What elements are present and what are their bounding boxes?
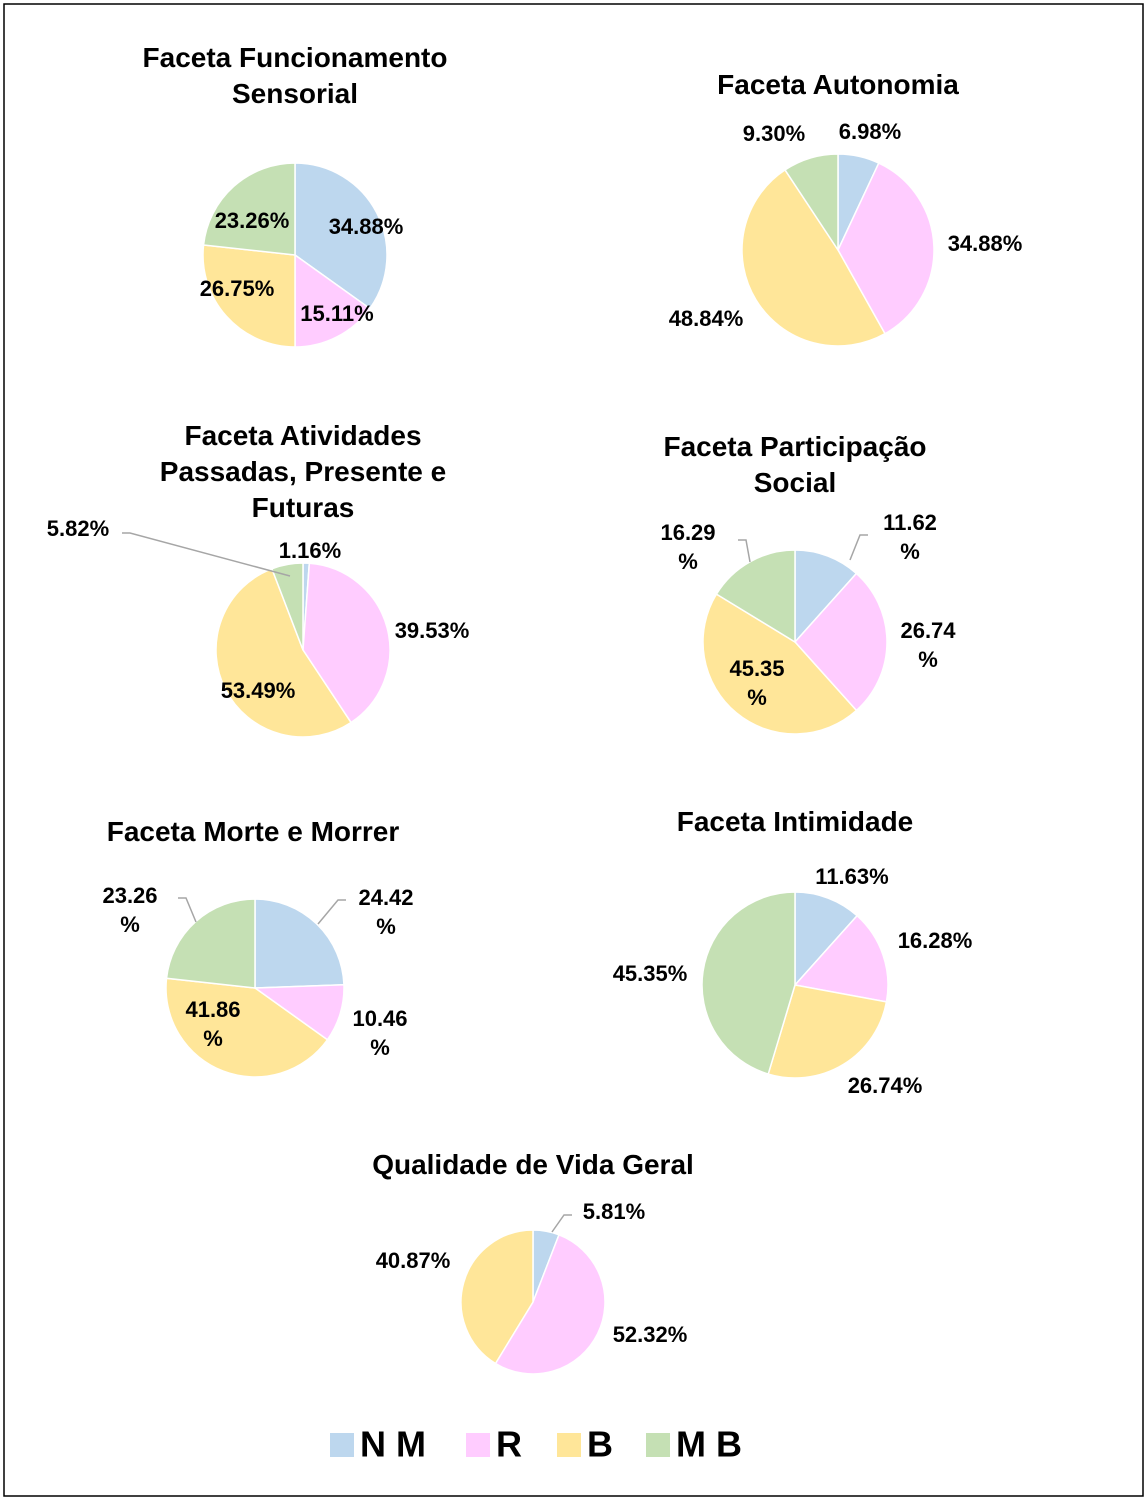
pie-slice bbox=[294, 162, 388, 310]
data-label: 26.75% bbox=[200, 276, 275, 301]
pie-slice bbox=[202, 244, 296, 348]
legend-label: N M bbox=[360, 1424, 426, 1465]
pie-slice bbox=[701, 891, 796, 1075]
leader-line bbox=[178, 897, 197, 923]
data-label: 10.46% bbox=[352, 1006, 407, 1060]
data-label: 23.26% bbox=[215, 208, 290, 233]
pie-slice bbox=[202, 162, 296, 256]
pie-slice bbox=[494, 1233, 606, 1375]
pie-slice bbox=[165, 977, 329, 1078]
pie-slice bbox=[793, 914, 889, 1003]
pie-slice bbox=[165, 898, 256, 989]
data-label: 5.81% bbox=[583, 1199, 645, 1224]
chart-title: Qualidade de Vida Geral bbox=[372, 1149, 694, 1180]
leader-line bbox=[849, 534, 868, 561]
data-label: 34.88% bbox=[329, 214, 404, 239]
data-label: 15.11% bbox=[300, 301, 373, 326]
pie-slice bbox=[460, 1229, 534, 1365]
data-label: 26.74% bbox=[900, 618, 956, 672]
data-label: 16.29% bbox=[660, 520, 715, 574]
legend-label: M B bbox=[676, 1424, 742, 1465]
pie-slice bbox=[794, 891, 859, 987]
leader-line bbox=[551, 1214, 572, 1233]
pie-slice bbox=[254, 898, 345, 989]
data-label: 53.49% bbox=[221, 678, 296, 703]
chart-title: Faceta Morte e Morrer bbox=[106, 816, 400, 847]
chart-title: Faceta Funcionamento Sensorial bbox=[142, 42, 448, 109]
data-label: 6.98% bbox=[839, 119, 901, 144]
pie-slice bbox=[837, 162, 935, 335]
data-label: 1.16% bbox=[279, 538, 341, 563]
data-label: 9.30% bbox=[743, 121, 805, 146]
chart-title: Faceta Atividades Passadas, Presente e F… bbox=[159, 420, 447, 523]
data-label: 5.82% bbox=[47, 516, 109, 541]
data-label: 41.86% bbox=[185, 997, 240, 1051]
data-label: 34.88% bbox=[948, 231, 1023, 256]
pie-slice bbox=[767, 984, 888, 1079]
data-label: 23.26% bbox=[102, 883, 157, 937]
leader-line bbox=[122, 532, 291, 577]
legend-swatch bbox=[557, 1433, 581, 1457]
pie-slice bbox=[741, 168, 887, 347]
legend-label: B bbox=[587, 1424, 613, 1465]
legend-swatch bbox=[330, 1433, 354, 1457]
chart-title: Faceta Participação Social bbox=[663, 431, 927, 498]
data-label: 11.63% bbox=[815, 864, 888, 889]
pie-slice bbox=[294, 253, 371, 348]
leader-line bbox=[317, 899, 346, 925]
chart-title: Faceta Intimidade bbox=[676, 806, 914, 837]
data-label: 11.62% bbox=[883, 510, 937, 564]
pie-slice bbox=[794, 549, 858, 644]
data-label: 39.53% bbox=[395, 618, 470, 643]
frame bbox=[3, 3, 1144, 1497]
data-label: 26.74% bbox=[848, 1073, 923, 1098]
data-label: 24.42% bbox=[358, 885, 413, 939]
pie-slice bbox=[793, 572, 888, 712]
data-label: 52.32% bbox=[613, 1322, 688, 1347]
legend-label: R bbox=[496, 1424, 522, 1465]
pie-slice bbox=[702, 593, 858, 735]
data-label: 48.84% bbox=[669, 306, 744, 331]
pie-slice bbox=[270, 562, 304, 651]
pie-slice bbox=[784, 153, 839, 253]
legend-swatch bbox=[466, 1433, 490, 1457]
pie-slice bbox=[215, 567, 353, 738]
chart-title: Faceta Autonomia bbox=[717, 69, 959, 100]
data-label: 45.35% bbox=[613, 961, 688, 986]
leader-line bbox=[738, 539, 751, 563]
legend-swatch bbox=[646, 1433, 670, 1457]
data-label: 40.87% bbox=[376, 1248, 451, 1273]
data-label: 16.28% bbox=[898, 928, 973, 953]
data-label: 45.35% bbox=[729, 656, 784, 710]
